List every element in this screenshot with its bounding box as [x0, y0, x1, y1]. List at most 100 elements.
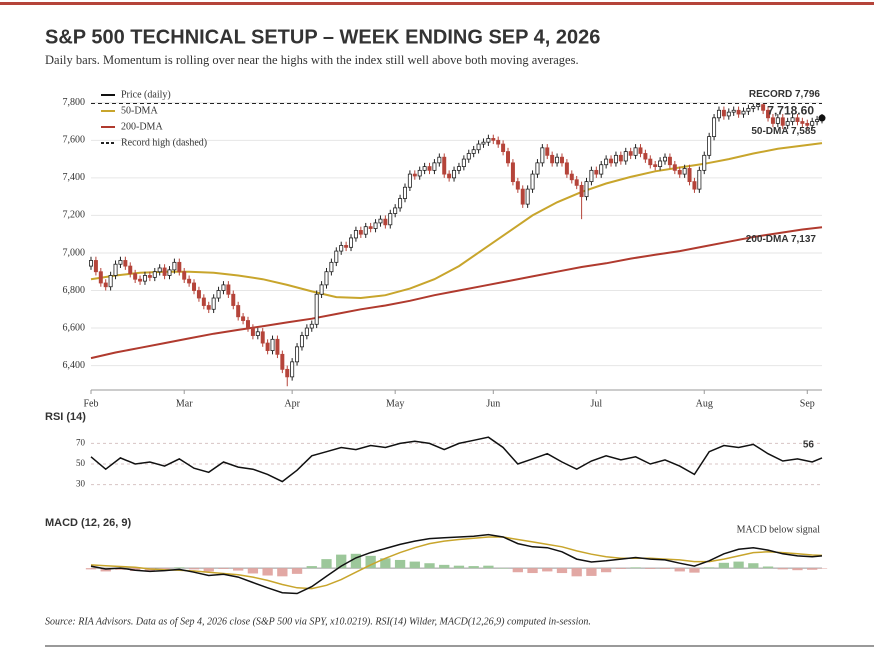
histogram-bar	[424, 563, 435, 569]
candle-body	[633, 147, 638, 156]
candle-body	[432, 162, 437, 171]
candle-body	[187, 278, 192, 284]
candle-body	[334, 250, 339, 263]
candle-body	[393, 207, 398, 214]
candle-body	[476, 143, 481, 151]
candle-body	[736, 109, 741, 115]
y-tick-label: 7,800	[63, 97, 86, 108]
candle-body	[314, 293, 319, 325]
candle-body	[324, 271, 329, 286]
candle-body	[780, 117, 785, 126]
candle-body	[697, 169, 702, 190]
candle-body	[658, 160, 663, 168]
panel-title: MACD (12, 26, 9)	[45, 517, 132, 529]
candle-body	[329, 261, 334, 273]
series-end-label: 50-DMA 7,585	[751, 126, 816, 137]
candle-body	[491, 138, 496, 141]
candle-body	[142, 275, 147, 282]
histogram-bar	[174, 567, 185, 569]
candle-body	[192, 282, 197, 291]
y-tick-label: 30	[76, 479, 86, 489]
candle-body	[280, 353, 285, 370]
y-tick-label: 7,400	[63, 172, 86, 183]
candle-body	[564, 162, 569, 175]
last-price-label: 7,718.60	[767, 104, 814, 118]
candle-body	[667, 156, 672, 166]
candle-body	[260, 331, 265, 344]
histogram-bar	[704, 567, 715, 569]
x-tick-label: May	[386, 398, 404, 409]
candle-body	[682, 168, 687, 175]
histogram-bar	[247, 568, 259, 574]
candle-body	[177, 261, 182, 273]
candle-body	[275, 338, 280, 355]
y-tick-label: 7,000	[63, 247, 86, 258]
candle-body	[506, 151, 511, 164]
candle-body	[810, 121, 815, 126]
histogram-bar	[674, 568, 685, 572]
candle-body	[790, 117, 795, 122]
candle-body	[643, 153, 648, 160]
histogram-bar	[645, 568, 656, 569]
candle-body	[716, 109, 721, 119]
candle-body	[241, 316, 246, 321]
candle-body	[182, 271, 187, 280]
histogram-bar	[571, 568, 582, 577]
candle-body	[167, 269, 172, 276]
legend-label: 200-DMA	[121, 121, 163, 132]
histogram-bar	[777, 568, 788, 570]
series-end-label: 200-DMA 7,137	[746, 234, 817, 245]
candle-body	[265, 342, 270, 351]
candle-body	[447, 173, 452, 179]
candle-body	[255, 331, 260, 336]
candle-body	[201, 297, 206, 306]
histogram-bar	[233, 568, 244, 571]
source: Source: RIA Advisors. Data as of Sep 4, …	[45, 616, 591, 627]
histogram-bar	[468, 566, 479, 569]
candle-body	[569, 173, 574, 181]
candle-body	[349, 237, 354, 248]
candle-body	[196, 290, 201, 299]
candle-body	[402, 186, 407, 199]
y-tick-label: 50	[76, 458, 86, 468]
rsi-line	[90, 436, 823, 483]
y-tick-label: 6,600	[63, 322, 86, 333]
candle-body	[618, 154, 623, 162]
x-tick-label: Apr	[284, 398, 300, 409]
candle-body	[653, 164, 658, 168]
histogram-bar	[792, 568, 803, 571]
histogram-bar	[615, 568, 627, 569]
candle-body	[599, 164, 604, 175]
candle-body	[407, 173, 412, 188]
histogram-bar	[100, 568, 111, 572]
candle-body	[226, 284, 231, 295]
candle-body	[437, 156, 442, 164]
candle-body	[712, 117, 717, 137]
candle-body	[663, 156, 668, 162]
candle-body	[344, 245, 349, 248]
candle-body	[609, 158, 614, 164]
candle-body	[520, 188, 525, 205]
candle-body	[456, 166, 461, 171]
candle-body	[555, 156, 560, 164]
candle-body	[785, 121, 790, 126]
histogram-bar	[439, 564, 450, 569]
histogram-bar	[630, 567, 641, 569]
histogram-bar	[350, 553, 362, 569]
x-tick-label: Jun	[486, 398, 500, 409]
candle-body	[525, 188, 530, 205]
x-tick-label: Jul	[590, 398, 602, 409]
candle-body	[481, 141, 486, 145]
top-rule	[0, 2, 874, 5]
candle-body	[452, 169, 457, 179]
candle-body	[471, 149, 476, 154]
candle-body	[638, 147, 643, 154]
histogram-bar	[762, 566, 774, 569]
title: S&P 500 TECHNICAL SETUP – WEEK ENDING SE…	[45, 26, 600, 48]
candle-body	[412, 173, 417, 177]
candle-body	[515, 181, 520, 190]
legend-label: Price (daily)	[121, 89, 171, 100]
x-tick-label: Aug	[696, 398, 713, 409]
x-tick-label: Mar	[176, 398, 193, 409]
candle-body	[613, 154, 618, 164]
